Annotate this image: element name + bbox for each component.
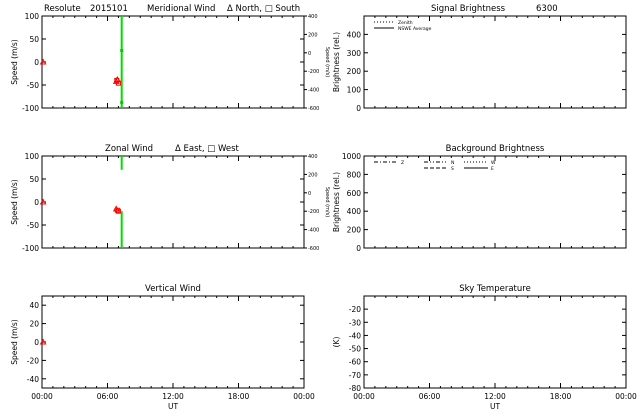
y-tick-label: 20 [29, 320, 39, 329]
y-tick-label: 1000 [342, 152, 361, 161]
y-tick-label: -40 [349, 331, 361, 340]
green-marker [120, 100, 124, 104]
y-tick-label: -60 [349, 358, 361, 367]
x-tick-label: 00:00 [293, 392, 315, 401]
y-tick-label: 0 [356, 244, 361, 253]
right-y-axis-label: Speed (m/s) [324, 187, 330, 217]
y-tick-label: 50 [29, 35, 39, 44]
right-y-tick-label: -400 [308, 228, 319, 234]
y-tick-label: 400 [347, 207, 362, 216]
right-y-tick-label: 0 [308, 191, 311, 197]
y-tick-label: 200 [347, 67, 362, 76]
y-tick-label: -50 [27, 81, 39, 90]
right-y-tick-label: -600 [308, 246, 319, 252]
panel-legend: Δ East, □ West [175, 144, 240, 154]
y-tick-label: 0 [34, 338, 39, 347]
right-y-tick-label: -200 [308, 69, 319, 75]
date-label: 2015101 [90, 4, 128, 14]
right-y-tick-label: 400 [308, 14, 318, 20]
data-point-triangle [39, 338, 47, 345]
y-tick-label: 0 [34, 58, 39, 67]
data-point-triangle [39, 198, 47, 205]
y-tick-label: 50 [29, 175, 39, 184]
y-tick-label: 600 [347, 189, 362, 198]
y-tick-label: 100 [25, 152, 40, 161]
y-tick-label: -40 [27, 375, 39, 384]
x-tick-label: 12:00 [484, 392, 506, 401]
y-tick-label: 100 [25, 12, 40, 21]
panel-title: Meridional Wind [147, 4, 215, 14]
y-axis-label: Speed (m/s) [10, 179, 19, 225]
y-tick-label: -70 [349, 371, 361, 380]
y-tick-label: -50 [349, 345, 361, 354]
x-tick-label: 00:00 [353, 392, 375, 401]
x-tick-label: 00:00 [31, 392, 53, 401]
x-tick-label: 12:00 [162, 392, 184, 401]
y-tick-label: -20 [27, 356, 39, 365]
x-axis-label: UT [168, 402, 178, 411]
wavelength-label: 6300 [536, 4, 558, 14]
y-tick-label: 300 [347, 49, 362, 58]
y-tick-label: 800 [347, 170, 362, 179]
plot-frame-zonal [41, 155, 305, 249]
legend-label: S [451, 166, 454, 172]
x-axis-label: UT [490, 402, 500, 411]
legend-label: NSWE Average [398, 26, 432, 32]
y-tick-label: -100 [22, 244, 39, 253]
legend-label: W [491, 160, 496, 166]
panel-legend: Δ North, □ South [227, 4, 300, 14]
panel-title: Background Brightness [446, 144, 545, 154]
data-point-square [114, 207, 120, 213]
data-point-square [115, 208, 121, 214]
y-tick-label: -80 [349, 384, 361, 393]
y-tick-label: 40 [29, 301, 39, 310]
y-tick-label: 0 [34, 198, 39, 207]
right-y-tick-label: -600 [308, 106, 319, 112]
panel-title: Zonal Wind [105, 144, 153, 154]
right-y-tick-label: 0 [308, 51, 311, 57]
right-y-tick-label: -200 [308, 209, 319, 215]
y-tick-label: -50 [27, 221, 39, 230]
y-tick-label: -100 [22, 104, 39, 113]
panel-title: Vertical Wind [145, 284, 201, 294]
green-marker [120, 49, 124, 52]
data-point-square [115, 80, 121, 86]
x-tick-label: 06:00 [97, 392, 119, 401]
y-axis-label: Speed (m/s) [10, 319, 19, 365]
panel-title: Signal Brightness [431, 4, 506, 14]
right-y-axis-label: Speed (m/s) [324, 47, 330, 77]
y-axis-label: Brightness (rel.) [332, 32, 341, 92]
right-y-tick-label: 200 [308, 32, 318, 38]
legend-label: Z [401, 160, 404, 166]
data-point-triangle [39, 58, 47, 65]
y-tick-label: 0 [356, 104, 361, 113]
y-axis-label: Speed (m/s) [10, 39, 19, 85]
x-tick-label: 18:00 [550, 392, 572, 401]
plot-frame-vertical [41, 295, 305, 389]
x-tick-label: 06:00 [419, 392, 441, 401]
legend-label: E [491, 166, 494, 172]
plot-frame-meridional [41, 15, 305, 109]
plot-frame-skytemp [363, 295, 627, 389]
x-tick-label: 18:00 [228, 392, 250, 401]
y-axis-label: Brightness (rel.) [332, 172, 341, 232]
legend-label: N [451, 160, 454, 166]
plot-frame-background [363, 155, 627, 249]
right-y-tick-label: -400 [308, 88, 319, 94]
panel-title: Sky Temperature [459, 284, 531, 294]
y-axis-label: (K) [332, 337, 341, 348]
site-label: Resolute [44, 4, 81, 14]
y-tick-label: -20 [349, 305, 361, 314]
right-y-tick-label: 400 [308, 154, 318, 160]
right-y-tick-label: 200 [308, 172, 318, 178]
legend-label: Zenith [398, 20, 413, 26]
y-tick-label: 200 [347, 226, 362, 235]
y-tick-label: 100 [347, 86, 362, 95]
x-tick-label: 00:00 [615, 392, 637, 401]
y-tick-label: 400 [347, 30, 362, 39]
y-tick-label: -30 [349, 318, 361, 327]
